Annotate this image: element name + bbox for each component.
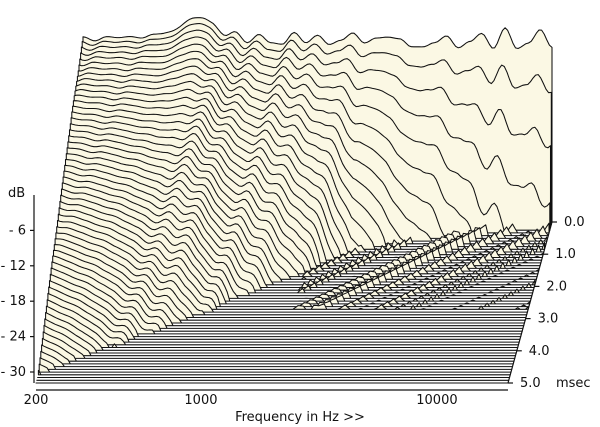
db-tick-label: - 6 bbox=[9, 223, 26, 238]
freq-tick-label: 200 bbox=[24, 393, 49, 408]
freq-axis-label: Frequency in Hz >> bbox=[235, 410, 365, 425]
time-axis-label: msec bbox=[556, 376, 591, 391]
time-axis-line bbox=[507, 221, 553, 384]
decay-slice bbox=[44, 318, 517, 354]
decay-slice bbox=[38, 363, 512, 373]
time-tick-label: 2.0 bbox=[546, 279, 567, 294]
time-tick-label: 4.0 bbox=[529, 344, 550, 359]
time-tick-label: 1.0 bbox=[555, 247, 576, 262]
time-tick-label: 0.0 bbox=[564, 215, 585, 230]
db-tick-label: - 24 bbox=[1, 330, 26, 345]
axes-group bbox=[30, 195, 557, 391]
decay-slice bbox=[41, 337, 515, 362]
db-axis-label: dB bbox=[8, 186, 25, 201]
decay-slice bbox=[54, 238, 527, 319]
decay-slice bbox=[53, 244, 526, 321]
decay-slice bbox=[43, 324, 517, 357]
time-tick-label: 3.0 bbox=[538, 312, 559, 327]
decay-slice bbox=[42, 331, 516, 359]
freq-tick-label: 1000 bbox=[184, 393, 217, 408]
decay-slice bbox=[39, 357, 513, 370]
db-tick-label: - 18 bbox=[1, 294, 26, 309]
freq-tick-label: 10000 bbox=[416, 393, 457, 408]
decay-slice bbox=[40, 350, 514, 368]
slice-group bbox=[35, 17, 553, 384]
db-tick-label: - 30 bbox=[1, 365, 26, 380]
decay-slice bbox=[37, 369, 511, 376]
db-tick-label: - 12 bbox=[1, 259, 26, 274]
time-tick-label: 5.0 bbox=[520, 376, 541, 391]
decay-slice bbox=[41, 344, 514, 365]
labels-group: - 6 - 12 - 18 - 24 - 30 dB 200 1000 10000 Frequen… bbox=[1, 186, 591, 425]
